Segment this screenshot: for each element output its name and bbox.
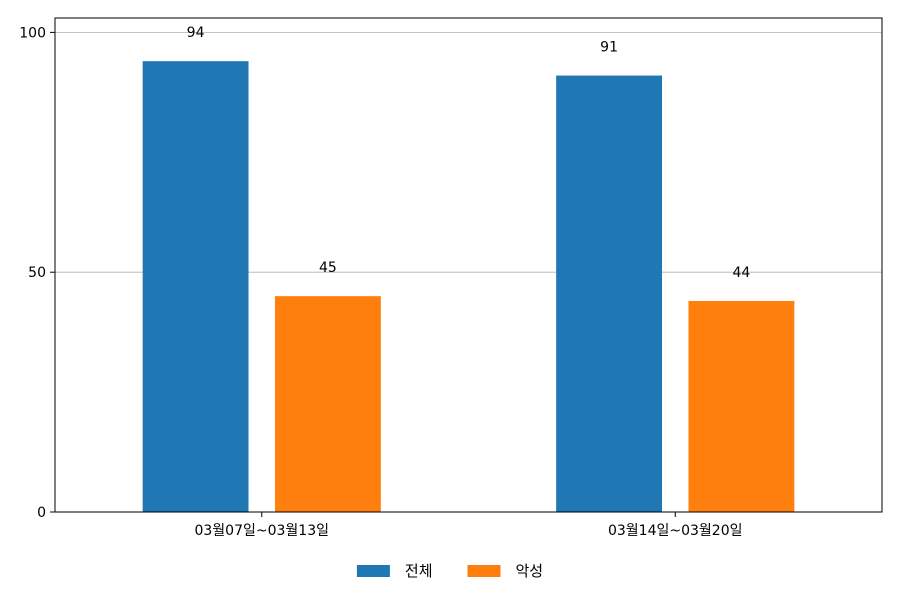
- data-label-series1-cat1: 44: [732, 265, 750, 281]
- bars: [142, 61, 795, 513]
- bar-series0-cat0: [142, 61, 249, 513]
- bar-series0-cat1: [556, 75, 663, 512]
- data-labels: 94 45 91 44: [187, 25, 751, 281]
- legend-label-1: 악성: [516, 562, 544, 580]
- y-tick-label-100: 100: [19, 25, 46, 41]
- axes: 0 50 100 03월07일~03월13일 03월14일~03월20일: [19, 25, 742, 539]
- plot-frame: [54, 17, 883, 513]
- legend-label-0: 전체: [405, 562, 433, 580]
- data-label-series0-cat0: 94: [187, 25, 205, 41]
- data-label-series0-cat1: 91: [600, 40, 618, 56]
- data-label-series1-cat0: 45: [319, 260, 337, 276]
- legend-swatch-0: [356, 565, 390, 577]
- y-tick-label-0: 0: [37, 505, 46, 521]
- x-tick-label-1: 03월14일~03월20일: [608, 523, 743, 539]
- y-tick-label-50: 50: [28, 265, 46, 281]
- legend-swatch-1: [467, 565, 501, 577]
- bar-series1-cat1: [688, 300, 795, 512]
- x-tick-label-0: 03월07일~03월13일: [194, 523, 329, 539]
- legend: 전체 악성: [356, 562, 544, 580]
- bar-series1-cat0: [274, 296, 381, 512]
